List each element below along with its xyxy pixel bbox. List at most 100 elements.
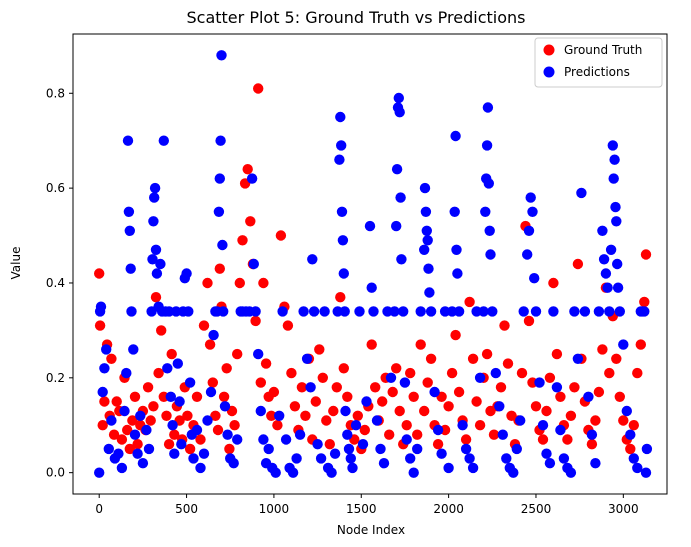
prediction-point [618,339,629,350]
prediction-point [312,439,323,450]
legend-predictions-marker [543,66,555,78]
prediction-point [291,453,302,464]
ground-truth-point [537,434,549,445]
x-tick-label: 3000 [608,502,639,516]
prediction-point [487,306,498,317]
ground-truth-point [272,420,283,431]
y-tick-label: 0.0 [46,466,65,480]
ground-truth-point [401,420,412,431]
prediction-point [126,306,137,317]
ground-truth-point [161,410,172,421]
prediction-point [395,192,406,203]
prediction-point [527,206,538,217]
prediction-point [338,268,349,279]
ground-truth-point [572,258,584,270]
prediction-point [474,372,486,383]
ground-truth-point [145,415,156,426]
ground-truth-point [116,434,128,445]
prediction-point [457,420,468,431]
ground-truth-point [94,268,105,279]
prediction-point [423,263,434,274]
y-tick-label: 0.6 [46,181,65,195]
prediction-point [202,415,213,426]
ground-truth-point [387,386,398,398]
prediction-point [625,429,636,440]
prediction-point [195,462,206,474]
x-tick-label: 1000 [259,502,290,516]
prediction-point [452,268,463,279]
prediction-point [525,192,536,203]
ground-truth-point [366,339,377,350]
ground-truth-point [296,382,308,393]
prediction-point [597,225,608,236]
prediction-point [191,424,203,436]
ground-truth-point [446,367,458,379]
prediction-point [129,429,141,440]
prediction-point [148,216,159,227]
prediction-point [294,429,306,440]
ground-truth-point [234,277,245,289]
ground-truth-point [415,339,426,350]
prediction-point [183,306,194,317]
prediction-point [632,462,643,474]
prediction-point [408,467,419,478]
prediction-point [375,443,386,455]
prediction-point [576,187,587,199]
ground-truth-point [495,382,507,393]
prediction-point [480,206,491,217]
ground-truth-point [419,405,430,417]
prediction-point [508,467,519,478]
prediction-point [604,306,615,317]
prediction-point [579,306,591,317]
ground-truth-point [586,439,598,450]
prediction-point [215,135,226,146]
ground-truth-point [523,315,535,327]
prediction-point [198,448,210,459]
prediction-point [555,424,566,436]
prediction-point [95,301,107,312]
ground-truth-point [242,164,253,175]
prediction-point [529,273,540,284]
ground-truth-point [253,83,264,94]
prediction-point [612,258,623,270]
ground-truth-point [255,377,266,388]
prediction-point [378,458,390,469]
prediction-point [405,453,416,464]
prediction-point [419,182,431,194]
ground-truth-point [122,424,133,436]
prediction-point [337,235,349,246]
ground-truth-point [289,401,301,412]
prediction-point [97,386,108,398]
ground-truth-point [218,391,230,402]
ground-truth-point [310,396,321,407]
prediction-point [101,344,112,355]
prediction-point [158,135,169,146]
ground-truth-point [129,391,141,402]
ground-truth-point [481,348,493,360]
prediction-point [232,434,243,445]
ground-truth-point [394,405,405,417]
prediction-point [188,453,199,464]
prediction-point [429,386,440,398]
prediction-point [246,173,258,184]
prediction-point [125,263,136,274]
prediction-point [394,107,405,118]
ground-truth-point [245,216,256,227]
prediction-point [155,258,166,270]
ground-truth-point [260,358,272,369]
prediction-point [135,410,146,421]
ground-truth-point [464,296,475,308]
prediction-point [162,363,173,374]
prediction-point [250,306,261,317]
ground-truth-point [210,410,221,421]
prediction-point [253,348,264,360]
ground-truth-point [166,348,177,360]
prediction-point [419,244,430,255]
prediction-point [641,443,653,455]
y-tick-label: 0.8 [46,86,65,100]
ground-truth-series [94,83,652,455]
prediction-point [537,420,549,431]
prediction-point [614,306,625,317]
prediction-point [123,206,135,217]
prediction-point [205,386,217,398]
